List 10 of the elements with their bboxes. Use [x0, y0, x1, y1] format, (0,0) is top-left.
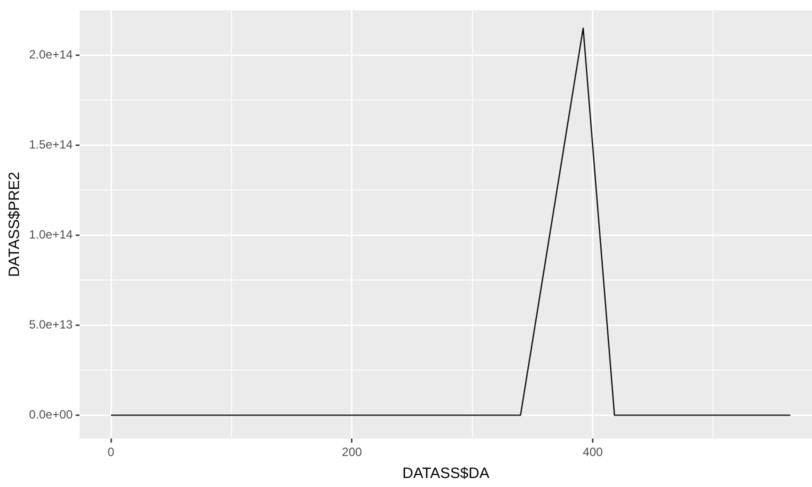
- y-tick-label: 2.0e+14: [28, 48, 74, 62]
- x-tick-label: 400: [582, 445, 604, 460]
- y-tick-label: 0.0e+00: [28, 408, 74, 422]
- x-tick-label: 0: [108, 445, 115, 460]
- x-tick-label: 200: [342, 445, 362, 460]
- y-tick-label: 5.0e+13: [28, 318, 74, 332]
- y-axis-title: DATASS$PRE2: [6, 172, 24, 278]
- y-tick-label: 1.5e+14: [28, 138, 74, 152]
- y-tick-label: 1.0e+14: [28, 228, 74, 242]
- x-axis-title: DATASS$DA: [402, 465, 490, 482]
